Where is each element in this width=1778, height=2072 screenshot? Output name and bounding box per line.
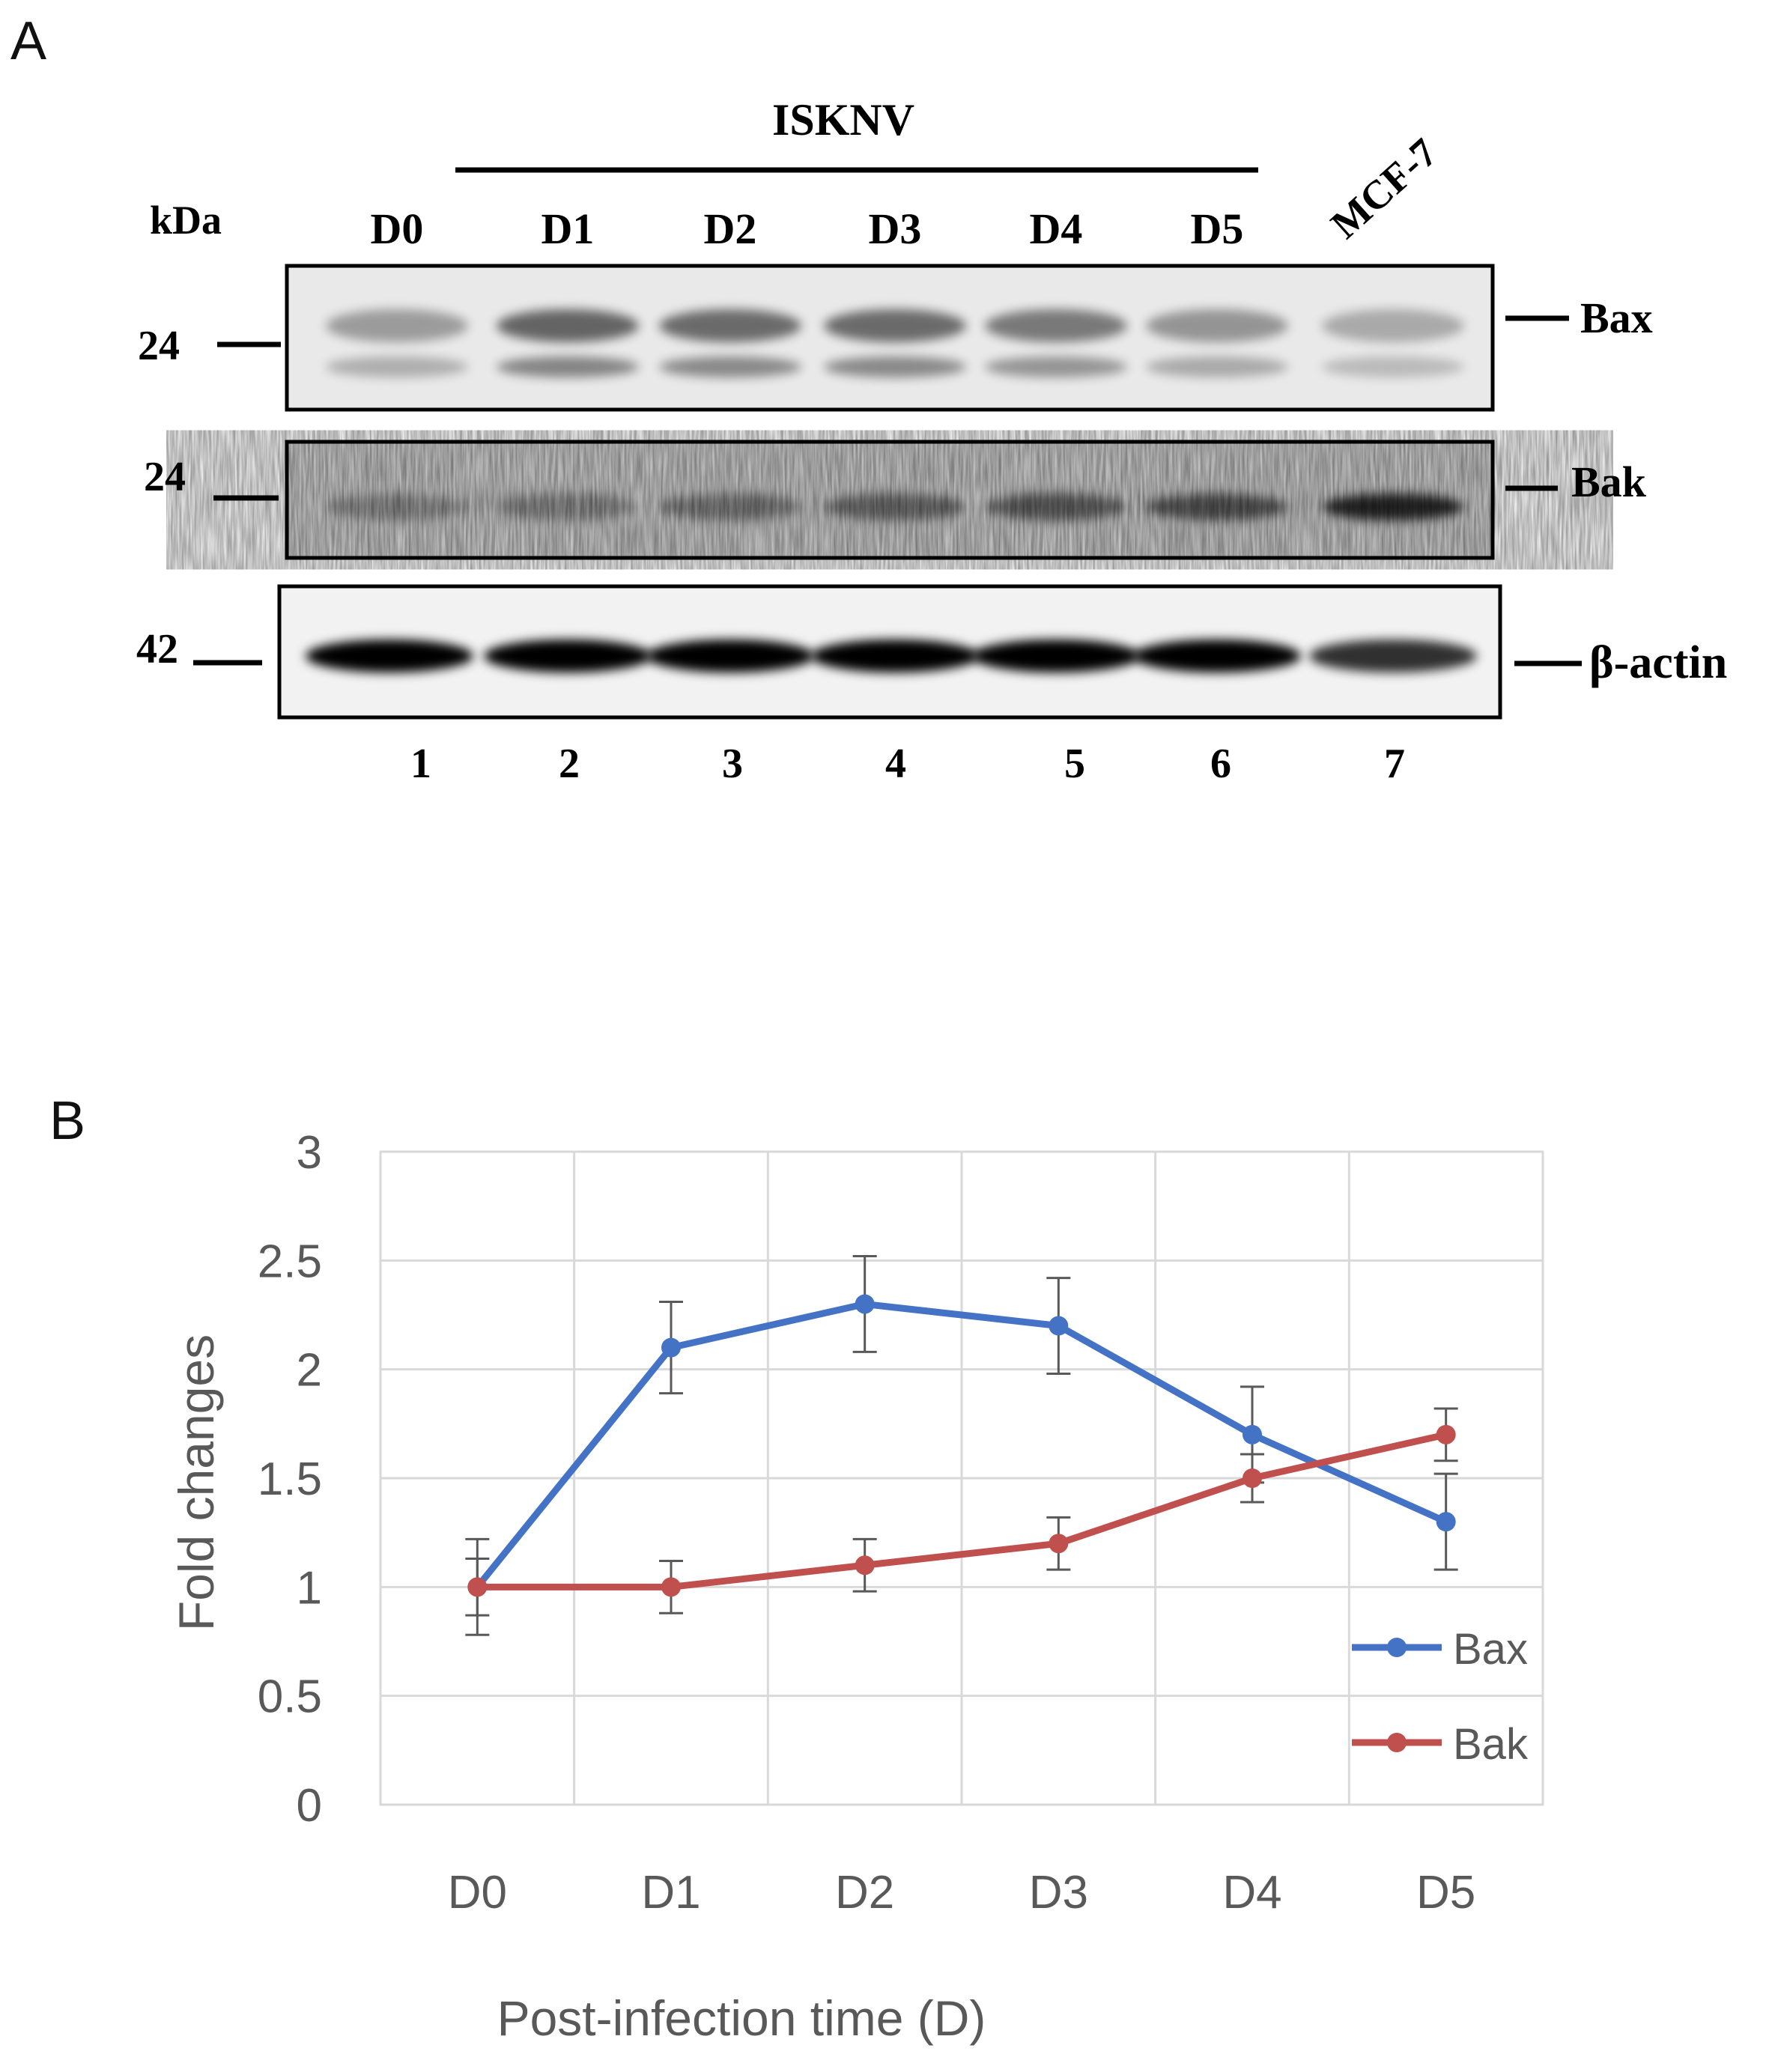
x-tick-label: D1 bbox=[641, 1867, 700, 1918]
data-point bbox=[855, 1555, 875, 1576]
data-point bbox=[661, 1577, 681, 1597]
x-tick-label: D4 bbox=[1222, 1867, 1281, 1918]
lane-number: 3 bbox=[722, 741, 743, 787]
lane-number: 6 bbox=[1210, 741, 1231, 787]
legend-swatch-marker bbox=[1387, 1733, 1407, 1752]
legend-item: Bax bbox=[1352, 1625, 1528, 1674]
blot-band bbox=[306, 639, 473, 672]
legend-label: Bak bbox=[1453, 1720, 1529, 1769]
lane-number: 2 bbox=[559, 741, 580, 787]
blot-band bbox=[326, 493, 468, 520]
legend-item: Bak bbox=[1352, 1720, 1529, 1769]
lane-header: D1 bbox=[541, 204, 595, 253]
blot-band bbox=[972, 639, 1140, 672]
lane-number: 5 bbox=[1064, 741, 1085, 787]
blot-bax: 24 Bax bbox=[138, 264, 1653, 412]
panel-b-label: B bbox=[49, 1091, 86, 1151]
blot-band bbox=[326, 356, 468, 377]
blot-band bbox=[484, 639, 652, 672]
kda-label: kDa bbox=[150, 198, 222, 243]
lane-header: D2 bbox=[704, 204, 757, 253]
data-point bbox=[1436, 1512, 1456, 1532]
y-tick-label: 1 bbox=[297, 1562, 322, 1614]
x-axis-label: Post-infection time (D) bbox=[497, 1990, 986, 2046]
blot-band bbox=[646, 639, 814, 672]
series-bak bbox=[465, 1407, 1458, 1617]
blot-band bbox=[824, 356, 966, 377]
data-point bbox=[855, 1294, 875, 1314]
blot-band bbox=[824, 309, 966, 342]
protein-label: β-actin bbox=[1589, 637, 1727, 688]
y-tick-label: 2 bbox=[297, 1345, 322, 1397]
data-point bbox=[661, 1337, 681, 1358]
isknv-label: ISKNV bbox=[772, 95, 914, 145]
x-tick-label: D5 bbox=[1416, 1867, 1475, 1918]
kda-marker-label: 42 bbox=[136, 626, 178, 672]
data-point bbox=[1436, 1424, 1456, 1444]
panel-a-label: A bbox=[10, 11, 47, 71]
blot-band bbox=[1322, 356, 1464, 377]
kda-marker-label: 24 bbox=[144, 454, 186, 500]
blot-beta-actin: 42 β-actin bbox=[136, 584, 1727, 720]
y-tick-label: 2.5 bbox=[258, 1236, 322, 1287]
blot-band bbox=[497, 356, 639, 377]
blot-band bbox=[497, 309, 639, 342]
blot-band bbox=[824, 493, 966, 520]
blot-band bbox=[659, 493, 801, 520]
y-tick-label: 0 bbox=[297, 1780, 322, 1832]
blot-frame bbox=[285, 264, 1495, 412]
y-tick-label: 3 bbox=[297, 1127, 322, 1179]
data-point bbox=[467, 1577, 488, 1597]
blot-band bbox=[659, 309, 801, 342]
blot-band bbox=[1146, 356, 1288, 377]
x-tick-label: D3 bbox=[1029, 1867, 1088, 1918]
blot-band bbox=[1146, 493, 1288, 520]
kda-marker-label: 24 bbox=[138, 323, 180, 369]
protein-label: Bak bbox=[1571, 458, 1647, 506]
blot-band bbox=[1146, 309, 1288, 342]
blot-band bbox=[1322, 309, 1464, 342]
series-line bbox=[477, 1431, 1447, 1591]
lane-header: D0 bbox=[371, 204, 424, 253]
blot-band bbox=[659, 356, 801, 377]
legend-swatch-marker bbox=[1387, 1638, 1407, 1657]
data-point bbox=[1049, 1316, 1069, 1336]
lane-header: D5 bbox=[1191, 204, 1244, 253]
blot-bak: 24 Bak bbox=[144, 440, 1647, 560]
data-point bbox=[1243, 1468, 1262, 1488]
x-tick-label: D0 bbox=[448, 1867, 507, 1918]
blot-band bbox=[811, 639, 979, 672]
blot-band bbox=[1309, 639, 1477, 672]
legend-label: Bax bbox=[1453, 1625, 1528, 1674]
data-point bbox=[1049, 1534, 1069, 1554]
y-axis-label: Fold changes bbox=[169, 1334, 224, 1631]
lane-header: D3 bbox=[869, 204, 922, 253]
series-line bbox=[474, 1300, 1448, 1590]
blot-band bbox=[326, 309, 468, 342]
lane-header: D4 bbox=[1030, 204, 1083, 253]
lane-number: 7 bbox=[1384, 741, 1405, 787]
blot-frame bbox=[277, 584, 1502, 720]
blot-band bbox=[985, 309, 1127, 342]
y-tick-label: 1.5 bbox=[258, 1453, 322, 1505]
blot-band bbox=[1133, 639, 1301, 672]
x-tick-label: D2 bbox=[835, 1867, 894, 1918]
blot-band bbox=[1322, 493, 1464, 520]
y-tick-label: 0.5 bbox=[258, 1671, 322, 1723]
blot-band bbox=[985, 493, 1127, 520]
data-point bbox=[1243, 1424, 1262, 1444]
lane-number: 1 bbox=[410, 741, 431, 787]
lane-number: 4 bbox=[885, 741, 906, 787]
protein-label: Bax bbox=[1580, 294, 1653, 342]
blot-band bbox=[497, 493, 639, 520]
blot-band bbox=[985, 356, 1127, 377]
blot-frame bbox=[285, 440, 1495, 560]
